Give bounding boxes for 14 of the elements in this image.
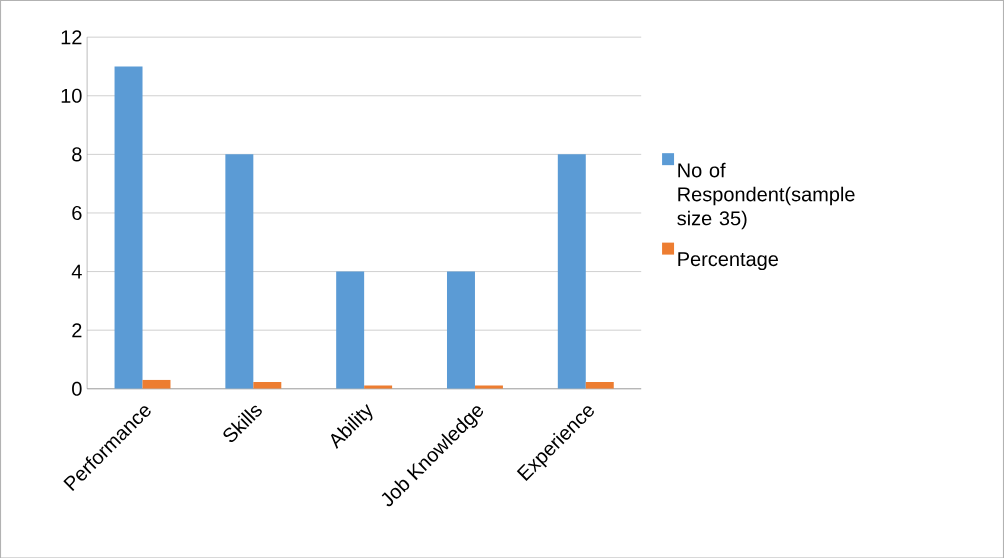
y-tick-label: 6 — [72, 205, 82, 220]
bar — [557, 154, 586, 389]
bar — [114, 66, 143, 389]
bar — [336, 271, 365, 389]
bar — [225, 154, 254, 389]
y-tick-label: 4 — [71, 264, 82, 279]
legend-label: No of Respondent(sample size 35) — [677, 162, 855, 230]
y-tick-label: 8 — [72, 147, 82, 162]
y-tick-label: 12 — [61, 29, 82, 44]
y-tick-label: 0 — [72, 381, 82, 396]
y-tick-label: 2 — [72, 322, 82, 337]
legend-label: Percentage — [678, 251, 778, 270]
bar — [446, 271, 475, 389]
y-tick-label: 10 — [61, 88, 82, 103]
